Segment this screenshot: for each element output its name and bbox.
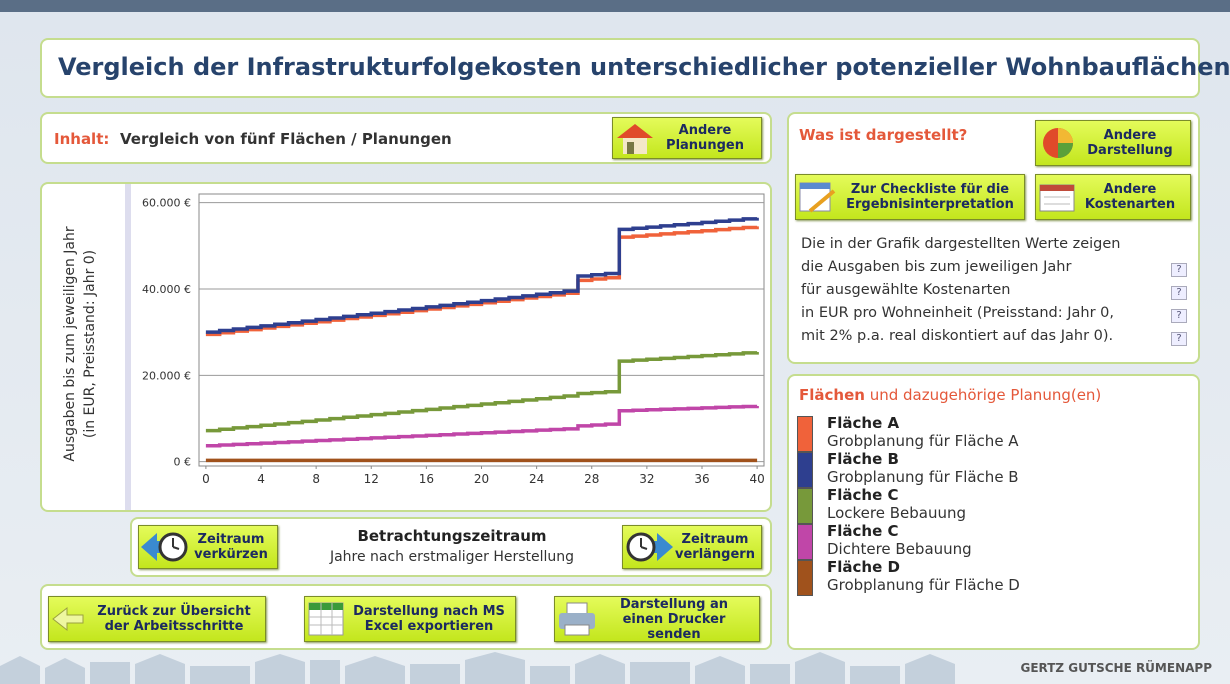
- x-tick-label: 4: [257, 472, 265, 486]
- info-line: für ausgewählte Kostenarten: [801, 282, 1010, 298]
- x-tick-label: 40: [749, 472, 764, 486]
- title-panel: Vergleich der Infrastrukturfolgekosten u…: [40, 38, 1200, 98]
- legend-swatch: [797, 560, 813, 596]
- info-line: die Ausgaben bis zum jeweiligen Jahr: [801, 259, 1071, 275]
- legend-name: Fläche B: [827, 450, 899, 468]
- period-subtitle: Jahre nach erstmaliger Herstellung: [282, 549, 622, 565]
- legend-name: Fläche C: [827, 522, 898, 540]
- x-tick-label: 32: [639, 472, 654, 486]
- x-tick-label: 12: [364, 472, 379, 486]
- legend-subtitle: Grobplanung für Fläche A: [827, 432, 1019, 450]
- info-title: Was ist dargestellt?: [799, 126, 967, 144]
- button-label: Andere Darstellung: [1080, 128, 1180, 158]
- button-label: Andere Kostenarten: [1080, 182, 1180, 212]
- y-tick-label: 0 €: [174, 456, 192, 469]
- chart: Ausgaben bis zum jeweiligen Jahr (in EUR…: [42, 184, 770, 510]
- y-tick-label: 20.000 €: [142, 369, 191, 382]
- checklist-icon: [796, 177, 840, 217]
- printer-icon: [555, 599, 599, 639]
- period-title: Betrachtungszeitraum: [282, 527, 622, 545]
- checklist-button[interactable]: Zur Checkliste für die Ergebnisinterpret…: [795, 174, 1025, 220]
- x-tick-label: 28: [584, 472, 599, 486]
- legend-title-bold: Flächen: [799, 386, 865, 404]
- other-view-button[interactable]: Andere Darstellung: [1035, 120, 1191, 166]
- back-button[interactable]: Zurück zur Übersicht der Arbeitsschritte: [48, 596, 266, 642]
- y-axis-label: Ausgaben bis zum jeweiligen Jahr: [62, 226, 78, 462]
- content-text: Vergleich von fünf Flächen / Planungen: [120, 130, 452, 148]
- button-label: Zur Checkliste für die Ergebnisinterpret…: [840, 182, 1020, 212]
- x-tick-label: 36: [694, 472, 709, 486]
- actions-panel: Zurück zur Übersicht der Arbeitsschritte…: [40, 584, 772, 650]
- info-line: Die in der Grafik dargestellten Werte ze…: [801, 236, 1120, 252]
- chart-panel: Ausgaben bis zum jeweiligen Jahr (in EUR…: [40, 182, 772, 512]
- help-icon: ?: [1171, 263, 1187, 277]
- info-panel: Was ist dargestellt? Andere Darstellung …: [787, 112, 1200, 364]
- sheet-icon: [305, 599, 349, 639]
- legend-subtitle: Grobplanung für Fläche B: [827, 468, 1019, 486]
- y-axis-label: (in EUR, Preisstand: Jahr 0): [82, 250, 98, 438]
- skyline: GERTZ GUTSCHE RÜMENAPP: [0, 652, 1230, 684]
- arrow-icon: [49, 604, 89, 634]
- button-label: Zeitraum verkürzen: [191, 532, 271, 562]
- x-tick-label: 24: [529, 472, 544, 486]
- button-label: Andere Planungen: [657, 123, 753, 153]
- info-line: in EUR pro Wohneinheit (Preisstand: Jahr…: [801, 305, 1114, 321]
- legend-swatch: [797, 524, 813, 560]
- legend-title-rest: und dazugehörige Planung(en): [870, 386, 1102, 404]
- legend-swatch: [797, 416, 813, 452]
- period-panel: Zeitraum verkürzen Betrachtungszeitraum …: [130, 517, 772, 577]
- help-icon: ?: [1171, 309, 1187, 323]
- excel-button[interactable]: Darstellung nach MS Excel exportieren: [304, 596, 516, 642]
- legend-panel: Flächen und dazugehörige Planung(en) Flä…: [787, 374, 1200, 650]
- button-label: Zurück zur Übersicht der Arbeitsschritte: [89, 604, 259, 634]
- x-tick-label: 16: [419, 472, 434, 486]
- legend-title: Flächen und dazugehörige Planung(en): [799, 386, 1101, 404]
- extend-icon: [623, 529, 675, 565]
- legend-swatch: [797, 488, 813, 524]
- info-line: mit 2% p.a. real diskontiert auf das Jah…: [801, 328, 1113, 344]
- y-tick-label: 60.000 €: [142, 197, 191, 210]
- shorten-button[interactable]: Zeitraum verkürzen: [138, 525, 278, 569]
- button-label: Zeitraum verlängern: [675, 532, 755, 562]
- legend-subtitle: Grobplanung für Fläche D: [827, 576, 1020, 594]
- button-label: Darstellung nach MS Excel exportieren: [349, 604, 509, 634]
- y-tick-label: 40.000 €: [142, 283, 191, 296]
- other-plans-button[interactable]: Andere Planungen: [612, 117, 762, 159]
- x-tick-label: 20: [474, 472, 489, 486]
- legend-subtitle: Dichtere Bebauung: [827, 540, 972, 558]
- help-icon: ?: [1171, 286, 1187, 300]
- shorten-icon: [139, 529, 191, 565]
- house-icon: [613, 120, 657, 156]
- x-tick-label: 0: [202, 472, 210, 486]
- pie-icon: [1036, 123, 1080, 163]
- extend-button[interactable]: Zeitraum verlängern: [622, 525, 762, 569]
- footer-brand: GERTZ GUTSCHE RÜMENAPP: [1020, 660, 1212, 675]
- other-costs-button[interactable]: Andere Kostenarten: [1035, 174, 1191, 220]
- content-panel: Inhalt: Vergleich von fünf Flächen / Pla…: [40, 112, 772, 164]
- app: Vergleich der Infrastrukturfolgekosten u…: [0, 0, 1230, 684]
- legend-name: Fläche D: [827, 558, 900, 576]
- legend-swatch: [797, 452, 813, 488]
- print-button[interactable]: Darstellung an einen Drucker senden: [554, 596, 760, 642]
- help-icon: ?: [1171, 332, 1187, 346]
- costs-icon: [1036, 177, 1080, 217]
- page-title: Vergleich der Infrastrukturfolgekosten u…: [58, 53, 1230, 81]
- legend-name: Fläche A: [827, 414, 899, 432]
- legend-subtitle: Lockere Bebauung: [827, 504, 966, 522]
- x-tick-label: 8: [312, 472, 320, 486]
- button-label: Darstellung an einen Drucker senden: [599, 597, 749, 642]
- content-label: Inhalt:: [54, 130, 109, 148]
- legend-name: Fläche C: [827, 486, 898, 504]
